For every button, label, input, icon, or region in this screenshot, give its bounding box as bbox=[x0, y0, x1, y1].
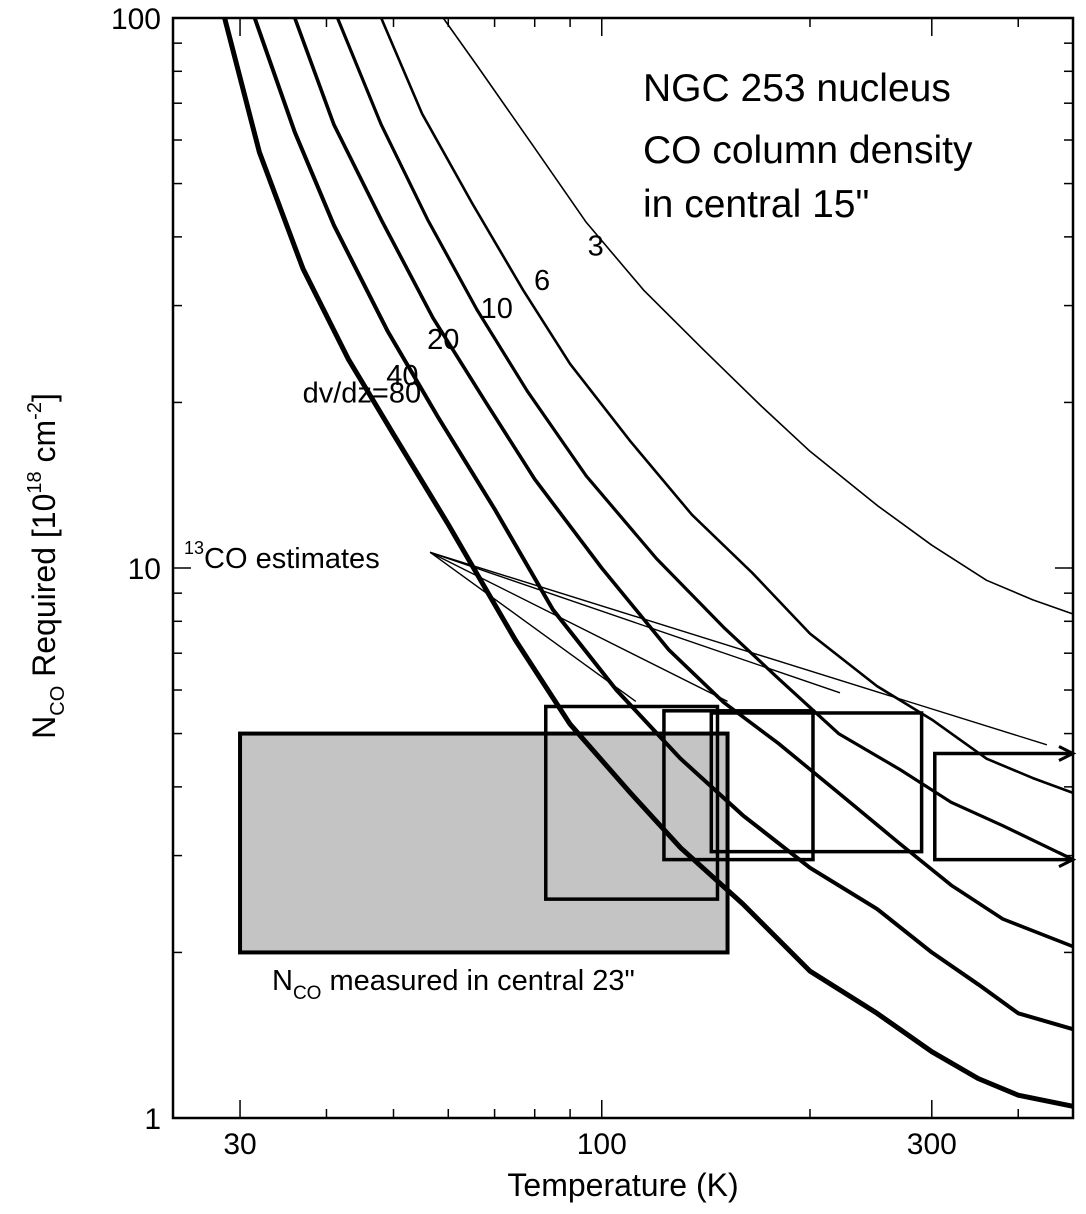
estimate-box bbox=[662, 709, 815, 862]
measured-box-group bbox=[238, 731, 730, 955]
curve-dvdz-20 bbox=[293, 17, 1074, 949]
measured-label-rest: measured in central 23" bbox=[321, 965, 634, 997]
axis-ticks bbox=[173, 17, 1073, 1119]
curve-label: dv/dz=80 bbox=[303, 377, 422, 409]
y-label-sub: CO bbox=[47, 686, 69, 716]
curve-dvdz-80 bbox=[222, 17, 1074, 1109]
curve-label: 10 bbox=[481, 293, 513, 325]
y-label-rest: Required [10 bbox=[26, 494, 62, 686]
measured-label-n: N bbox=[272, 965, 293, 997]
curve-label: 20 bbox=[427, 324, 459, 356]
estimate-boxes bbox=[544, 704, 1077, 901]
curve-label: 40 bbox=[386, 360, 418, 392]
y-label-n: N bbox=[26, 716, 62, 739]
c13-pointer-lines bbox=[429, 551, 1048, 746]
tick-labels: 30 100 300 1 10 100 bbox=[111, 3, 957, 1161]
curve-label: 6 bbox=[534, 265, 550, 297]
measured-label-sub: CO bbox=[293, 983, 322, 1004]
title-line-3: in central 15" bbox=[643, 183, 869, 226]
estimate-arrowhead-top bbox=[1058, 745, 1077, 762]
x-axis-title: Temperature (K) bbox=[507, 1167, 738, 1203]
x-tick-label: 300 bbox=[907, 1128, 957, 1161]
y-label-close: ] bbox=[26, 393, 62, 402]
c13-pointer-line bbox=[429, 551, 841, 694]
y-label-unit: cm bbox=[26, 420, 62, 472]
curve-label: 3 bbox=[588, 230, 604, 262]
estimate-box bbox=[709, 711, 924, 854]
estimate-box-open bbox=[933, 751, 1073, 862]
y-tick-label: 10 bbox=[128, 553, 161, 586]
estimate-box bbox=[544, 704, 720, 901]
x-tick-label: 30 bbox=[223, 1128, 256, 1161]
title-line-1: NGC 253 nucleus bbox=[643, 67, 951, 110]
x-tick-label: 100 bbox=[577, 1128, 627, 1161]
y-label-sup: 18 bbox=[24, 471, 46, 493]
y-tick-label: 1 bbox=[144, 1103, 161, 1136]
y-label-unit-sup: -2 bbox=[24, 402, 46, 420]
estimate-arrowhead-bottom bbox=[1058, 851, 1077, 868]
c13-pointer-line bbox=[429, 551, 728, 703]
c13-text: CO estimates bbox=[204, 543, 380, 575]
curve-dvdz-40 bbox=[252, 17, 1074, 1032]
curve-dvdz-10 bbox=[336, 17, 1074, 862]
c13-superscript: 13 bbox=[184, 538, 204, 558]
c13-annotation-label: 13CO estimates bbox=[184, 538, 380, 575]
title-line-2: CO column density bbox=[643, 129, 973, 172]
curve-dvdz-3 bbox=[442, 17, 1074, 615]
measured-box bbox=[238, 731, 730, 955]
measured-box-label: NCO measured in central 23" bbox=[272, 965, 635, 1004]
c13-pointer-line bbox=[429, 551, 1048, 746]
y-axis-title: NCO Required [1018 cm-2] bbox=[24, 393, 69, 739]
c13-pointer-line bbox=[429, 551, 637, 702]
y-tick-label: 100 bbox=[111, 3, 161, 36]
